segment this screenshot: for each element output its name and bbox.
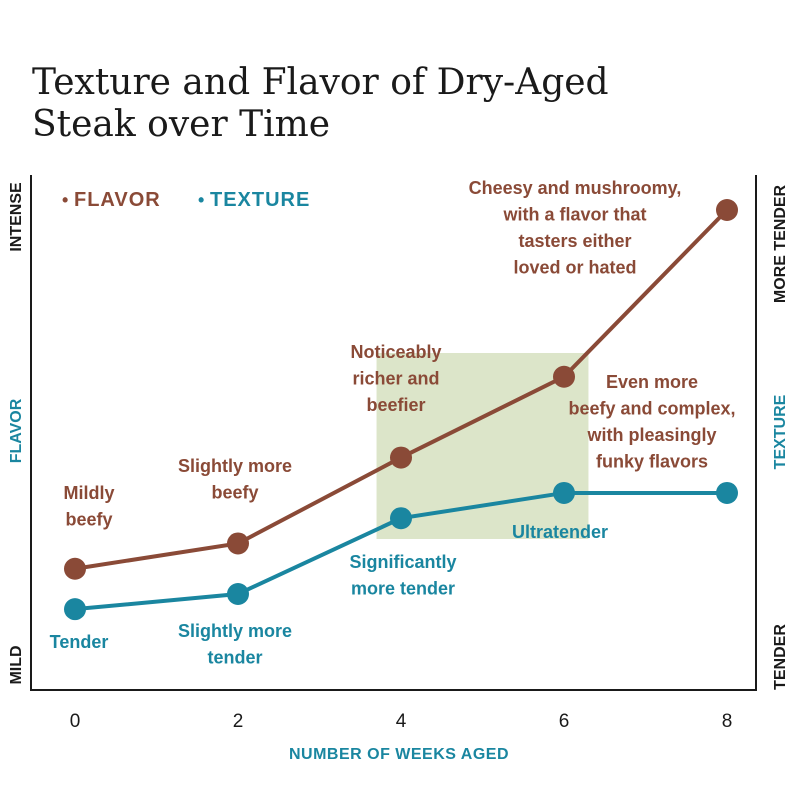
- annotation-texture: tender: [207, 648, 262, 668]
- legend-bullet: •: [62, 190, 68, 210]
- chart-title: Texture and Flavor of Dry-Aged Steak ove…: [32, 62, 752, 146]
- right-axis-bottom-label: TENDER: [772, 624, 789, 690]
- chart-title-line-2: Steak over Time: [32, 104, 331, 145]
- annotation-flavor: tasters either: [518, 231, 631, 251]
- chart-title-line-1: Texture and Flavor of Dry-Aged: [32, 62, 609, 103]
- annotation-flavor: beefy: [211, 483, 258, 503]
- data-point-texture: [716, 481, 738, 504]
- data-point-texture: [227, 583, 249, 605]
- data-point-flavor: [227, 532, 249, 555]
- data-point-flavor: [64, 557, 86, 580]
- annotation-flavor: beefier: [366, 395, 425, 415]
- data-point-flavor: [390, 446, 412, 469]
- annotation-flavor: richer and: [352, 369, 439, 389]
- legend-bullet: •: [198, 190, 204, 210]
- x-tick-label: 0: [70, 711, 81, 732]
- annotation-flavor: loved or hated: [513, 258, 636, 278]
- annotation-flavor: Cheesy and mushroomy,: [469, 178, 682, 198]
- left-axis-bottom-label: MILD: [8, 645, 25, 684]
- right-axis-title: TEXTURE: [772, 394, 789, 469]
- data-point-texture: [553, 481, 575, 504]
- legend-label-texture: TEXTURE: [210, 189, 310, 211]
- left-axis-top-label: INTENSE: [8, 182, 25, 252]
- annotation-texture: Ultratender: [512, 522, 608, 542]
- annotation-texture: more tender: [351, 579, 455, 599]
- annotation-flavor: Even more: [606, 372, 698, 392]
- x-tick-label: 6: [559, 711, 570, 732]
- annotation-texture: Slightly more: [178, 621, 292, 641]
- right-axis-top-label: MORE TENDER: [772, 184, 789, 303]
- legend-label-flavor: FLAVOR: [74, 189, 161, 211]
- x-tick-label: 4: [396, 711, 407, 732]
- x-axis-label: NUMBER OF WEEKS AGED: [289, 746, 509, 763]
- annotation-flavor: with a flavor that: [502, 205, 646, 225]
- x-tick-label: 8: [722, 711, 733, 732]
- data-point-flavor: [716, 199, 738, 221]
- annotation-flavor: with pleasingly: [586, 425, 716, 445]
- x-tick-label: 2: [233, 711, 244, 732]
- annotation-flavor: Noticeably: [350, 342, 441, 362]
- data-point-texture: [64, 598, 86, 621]
- left-axis-title: FLAVOR: [8, 398, 25, 463]
- annotation-flavor: beefy and complex,: [568, 399, 735, 419]
- annotation-texture: Significantly: [349, 552, 456, 572]
- annotation-flavor: beefy: [65, 510, 112, 530]
- data-point-flavor: [553, 365, 575, 388]
- annotation-flavor: Mildly: [63, 483, 114, 503]
- annotation-texture: Tender: [50, 632, 109, 652]
- annotation-flavor: Slightly more: [178, 456, 292, 476]
- annotation-flavor: funky flavors: [596, 452, 708, 472]
- data-point-texture: [390, 507, 412, 530]
